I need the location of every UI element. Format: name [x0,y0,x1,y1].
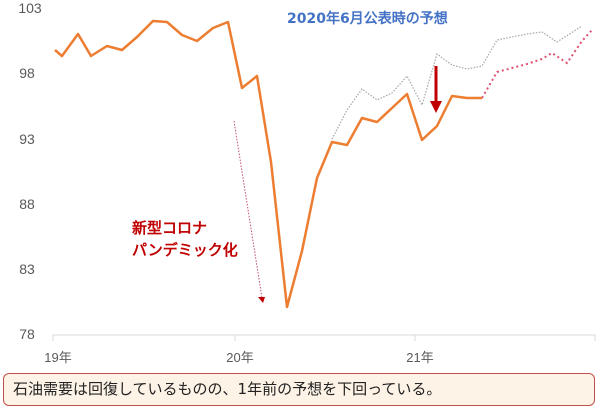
pandemic-label-line2: パンデミック化 [132,241,238,259]
x-tick-label: 19年 [44,350,71,365]
y-tick-label: 98 [19,65,35,81]
down-arrow-icon [430,66,442,113]
forecast-label: 2020年6月公表時の予想 [287,10,448,27]
oil-demand-chart: 103 98 93 88 83 78 19年 20年 21年 2020年6月公表… [18,0,596,365]
x-tick-label: 21年 [406,350,433,365]
pandemic-arrow [233,120,265,303]
series-actual [54,19,482,309]
series-2020-forecast [331,25,583,140]
x-tick-label: 20年 [226,350,253,365]
y-tick-label: 93 [19,131,35,147]
y-tick-label: 88 [19,196,35,212]
pandemic-label-line1: 新型コロナ [132,219,207,237]
y-tick-label: 83 [19,261,35,277]
y-tick-label: 78 [19,326,35,342]
summary-callout: 石油需要は回復しているものの、1年前の予想を下回っている。 [3,373,595,406]
x-axis [52,334,596,341]
y-tick-label: 103 [18,0,42,16]
series-current-forecast [481,29,593,99]
